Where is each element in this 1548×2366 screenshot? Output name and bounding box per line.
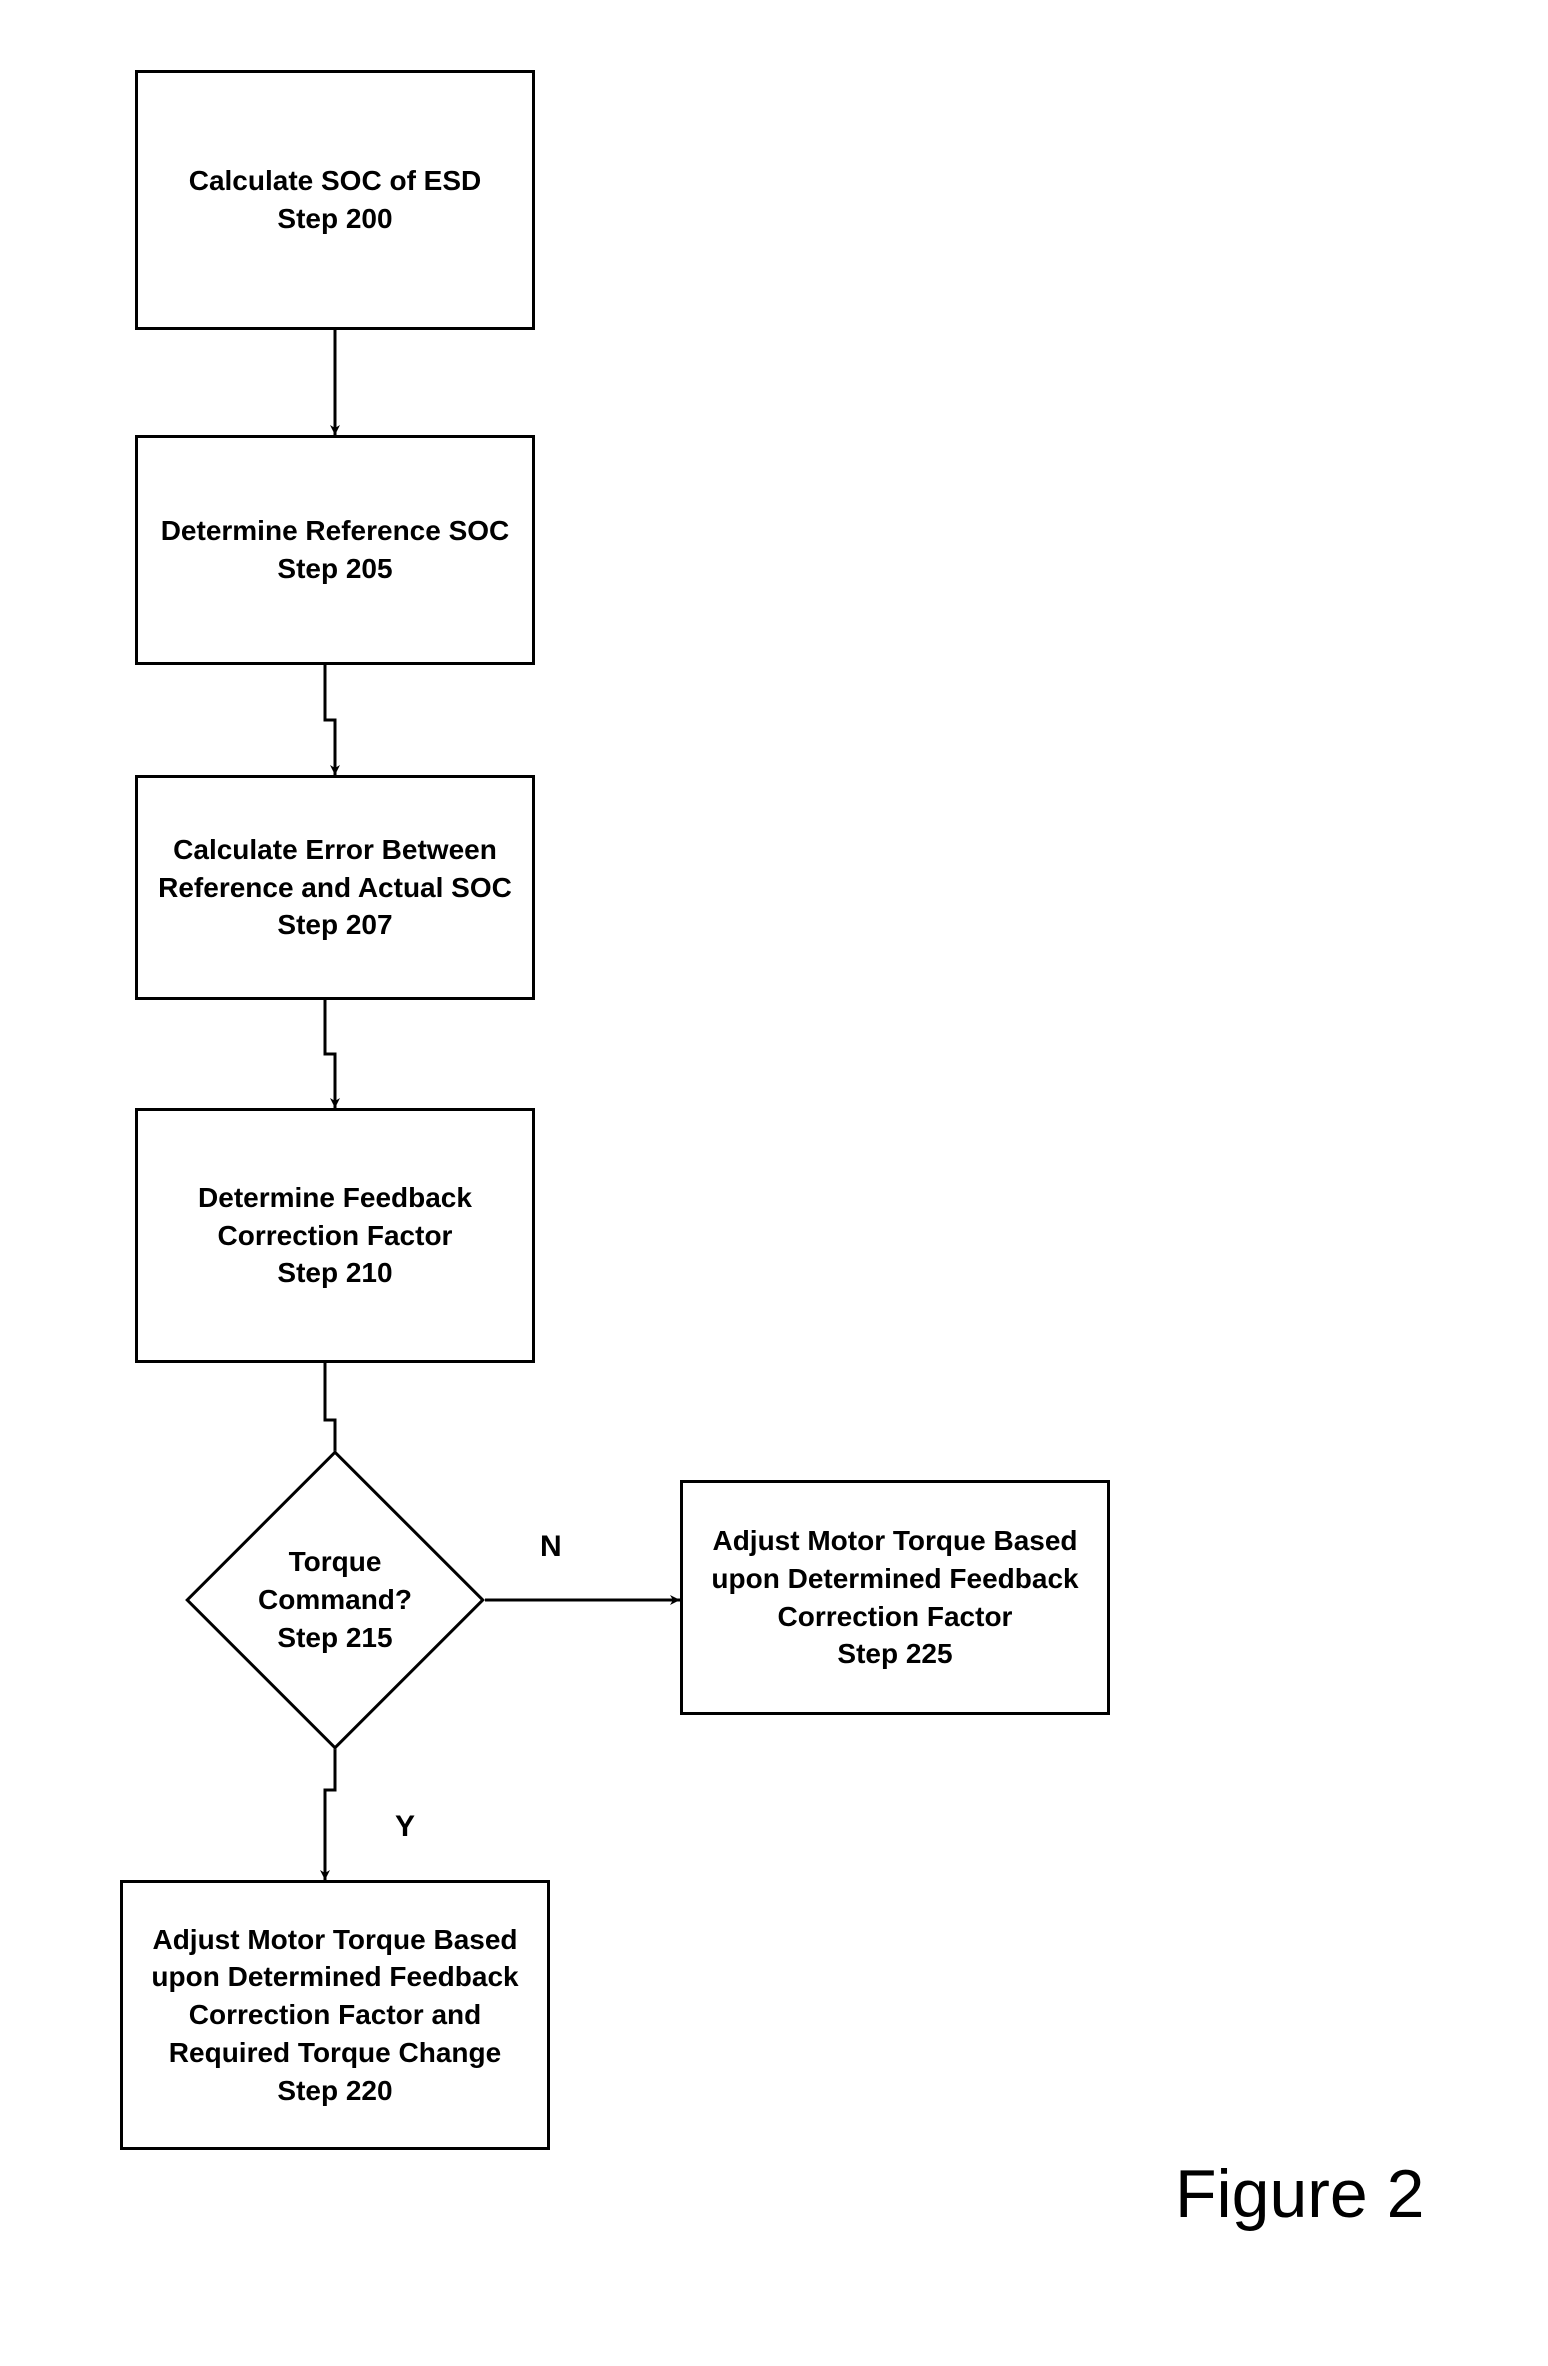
node-line: Correction Factor: [778, 1598, 1013, 1636]
node-step-220: Adjust Motor Torque Based upon Determine…: [120, 1880, 550, 2150]
node-line: Determine Reference SOC: [161, 512, 510, 550]
node-line: Adjust Motor Torque Based: [152, 1921, 517, 1959]
node-line: Calculate Error Between: [173, 831, 497, 869]
node-line: Adjust Motor Torque Based: [712, 1522, 1077, 1560]
node-line: Reference and Actual SOC: [158, 869, 512, 907]
node-line: Correction Factor: [218, 1217, 453, 1255]
node-line: Determine Feedback: [198, 1179, 472, 1217]
node-line: upon Determined Feedback: [151, 1958, 518, 1996]
node-line: Step 220: [277, 2072, 392, 2110]
node-line: Command?: [258, 1581, 412, 1619]
node-line: Calculate SOC of ESD: [189, 162, 482, 200]
edge-label-yes: Y: [395, 1810, 415, 1844]
diamond-text: Torque Command? Step 215: [185, 1450, 485, 1750]
edge-label-no: N: [540, 1530, 562, 1564]
node-step-207: Calculate Error Between Reference and Ac…: [135, 775, 535, 1000]
node-step-215-decision: Torque Command? Step 215: [185, 1450, 485, 1750]
node-line: Step 210: [277, 1254, 392, 1292]
node-line: Correction Factor and: [189, 1996, 481, 2034]
node-line: upon Determined Feedback: [711, 1560, 1078, 1598]
node-step-210: Determine Feedback Correction Factor Ste…: [135, 1108, 535, 1363]
node-line: Torque: [289, 1543, 382, 1581]
node-line: Step 225: [837, 1635, 952, 1673]
flowchart-canvas: Calculate SOC of ESD Step 200 Determine …: [0, 0, 1548, 2366]
node-line: Required Torque Change: [169, 2034, 501, 2072]
node-line: Step 200: [277, 200, 392, 238]
node-step-200: Calculate SOC of ESD Step 200: [135, 70, 535, 330]
node-line: Step 215: [277, 1619, 392, 1657]
figure-caption: Figure 2: [1175, 2155, 1424, 2233]
node-step-225: Adjust Motor Torque Based upon Determine…: [680, 1480, 1110, 1715]
node-step-205: Determine Reference SOC Step 205: [135, 435, 535, 665]
node-line: Step 205: [277, 550, 392, 588]
node-line: Step 207: [277, 906, 392, 944]
